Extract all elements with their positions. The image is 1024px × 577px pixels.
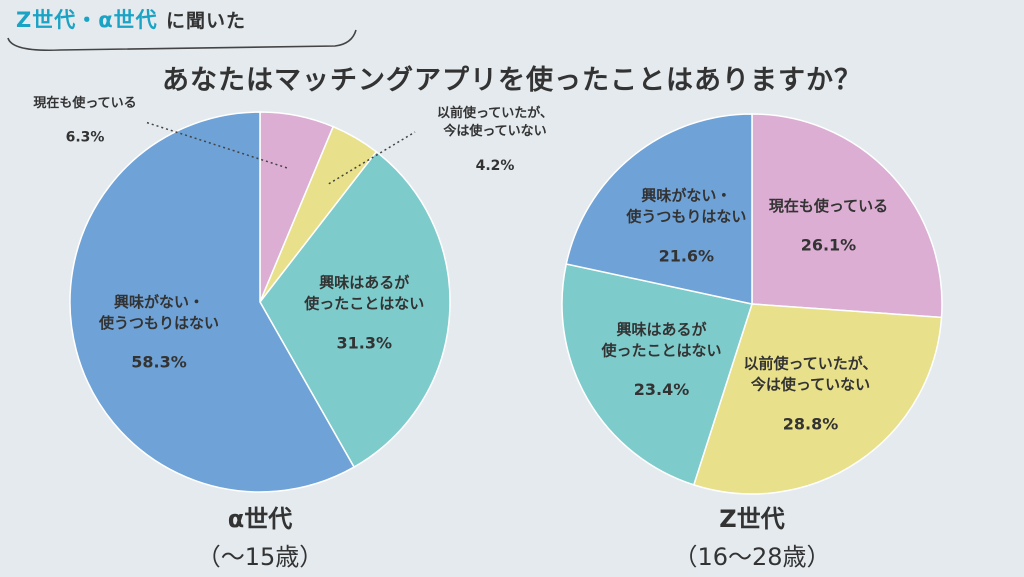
pie-z-slice-3-label: 使うつもりはない	[625, 208, 746, 226]
chart-title-z: Z世代	[719, 505, 785, 533]
pie-z-slice-2	[561, 263, 753, 486]
pie-z-slice-1	[692, 303, 943, 495]
chart-caption-alpha: α世代 （〜15歳）	[160, 500, 360, 577]
pie-alpha-slice-3-label: 使うつもりはない	[98, 314, 219, 332]
pie-alpha-slice-1-leader	[328, 131, 416, 185]
pie-z-slice-3-value: 21.6%	[659, 247, 715, 266]
pie-alpha-slice-3-value: 58.3%	[131, 353, 187, 372]
pie-alpha-slice-3-label: 興味がない・	[114, 293, 204, 311]
pie-alpha-slice-2	[259, 150, 451, 469]
header-tag-accent: Z世代・α世代	[16, 8, 158, 32]
pie-alpha-slice-1-value: 4.2%	[476, 158, 515, 174]
chart-subtitle-alpha: （〜15歳）	[196, 543, 324, 572]
pie-alpha-slice-1-label: 以前使っていたが、	[437, 105, 553, 121]
pie-z-slice-2-value: 23.4%	[634, 380, 690, 399]
header-underline-decoration	[7, 29, 357, 52]
pie-z-slice-1-label: 今は使っていない	[750, 376, 870, 394]
pie-z-slice-0-label: 現在も使っている	[769, 197, 888, 215]
header-tag: Z世代・α世代 に聞いた	[16, 4, 246, 34]
pie-z-slice-3	[565, 113, 753, 305]
pie-z-slice-1-label: 以前使っていたが、	[744, 355, 878, 373]
chart-caption-z: Z世代 （16〜28歳）	[632, 500, 872, 577]
chart-subtitle-z: （16〜28歳）	[673, 543, 831, 572]
pie-z-slice-0	[751, 113, 943, 319]
pie-z-slice-0-value: 26.1%	[801, 236, 857, 255]
pie-z-slice-2-label: 興味はあるが	[616, 320, 707, 338]
pie-alpha-slice-0-value: 6.3%	[66, 130, 105, 146]
pie-z-slice-2-label: 使ったことはない	[600, 341, 721, 359]
header-tag-rest: に聞いた	[165, 10, 246, 32]
pie-alpha-slice-2-value: 31.3%	[336, 333, 392, 352]
chart-title-alpha: α世代	[227, 505, 293, 533]
pie-alpha-slice-2-label: 興味はあるが	[319, 273, 410, 291]
pie-alpha-slice-3	[69, 111, 356, 493]
pie-z-slice-1-value: 28.8%	[783, 414, 839, 433]
pie-z-slice-3-label: 興味がない・	[641, 187, 731, 205]
pie-alpha-slice-1-label: 今は使っていない	[442, 123, 546, 139]
pie-alpha-slice-0-label: 現在も使っている	[33, 95, 136, 111]
pie-alpha-slice-2-label: 使ったことはない	[303, 294, 424, 312]
page-title: あなたはマッチングアプリを使ったことはありますか？	[162, 65, 862, 96]
